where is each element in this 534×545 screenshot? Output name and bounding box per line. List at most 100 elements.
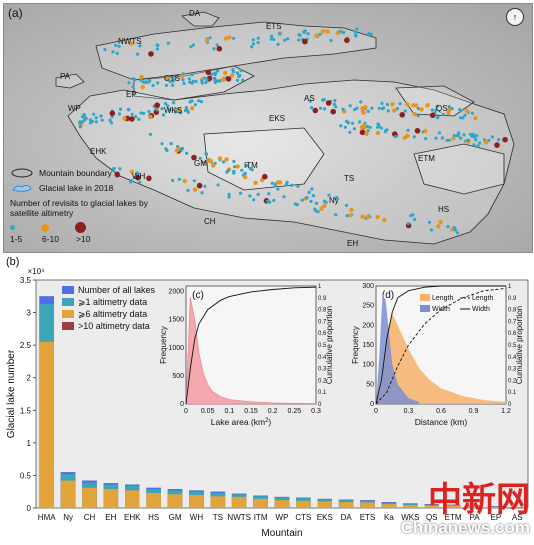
lake-dot xyxy=(406,129,409,132)
region-label-eks: EKS xyxy=(269,114,285,123)
y-tick-label: 0 xyxy=(27,504,32,513)
lake-dot xyxy=(312,194,315,197)
lake-dot xyxy=(211,163,215,167)
lake-dot xyxy=(370,33,373,36)
lake-dot xyxy=(148,79,151,82)
lake-dot xyxy=(203,185,206,188)
bar-TS xyxy=(211,496,226,508)
x-tick-label: HMA xyxy=(38,513,56,522)
lake-dot xyxy=(297,33,300,36)
lake-dot xyxy=(95,116,98,119)
lake-dot xyxy=(465,109,469,113)
lake-dot xyxy=(241,79,244,82)
lake-dot xyxy=(236,72,239,75)
lake-dot xyxy=(349,208,353,212)
region-label-as: AS xyxy=(304,94,315,103)
width-cdf-legend-label: Width xyxy=(472,306,490,313)
lake-dot xyxy=(321,99,324,102)
lake-dot xyxy=(347,121,350,124)
lake-dot xyxy=(253,181,257,185)
bar-ITM xyxy=(253,499,267,508)
lake-dot xyxy=(222,160,225,163)
lake-dot xyxy=(478,141,481,144)
lake-dot xyxy=(318,33,321,36)
lake-dot xyxy=(399,112,405,118)
lake-dot xyxy=(344,38,350,44)
lake-dot xyxy=(190,106,194,110)
inset-d-y-tick: 150 xyxy=(362,342,374,349)
x-tick-label: EKS xyxy=(317,513,333,522)
lake-dot xyxy=(384,129,387,132)
region-label-pa: PA xyxy=(60,72,70,81)
lake-dot xyxy=(148,51,154,57)
lake-dot xyxy=(436,224,440,228)
lake-dot xyxy=(238,74,241,77)
lake-dot xyxy=(276,188,279,191)
lake-dot xyxy=(188,77,191,80)
lake-dot xyxy=(471,112,474,115)
lake-dot xyxy=(191,73,194,76)
lake-dot xyxy=(425,103,429,107)
bar-EKS xyxy=(318,502,333,509)
lake-dot xyxy=(273,184,276,187)
bar-DA xyxy=(339,502,354,508)
lake-dot xyxy=(206,70,212,76)
panel-c-label: (c) xyxy=(192,290,204,301)
lake-dot xyxy=(182,82,185,85)
lake-dot xyxy=(306,196,309,199)
inset-c-x-tick: 0.05 xyxy=(201,408,215,415)
lake-dot xyxy=(322,204,326,208)
y-tick-label: 2 xyxy=(27,374,32,383)
lake-dot xyxy=(122,116,126,120)
lake-dot xyxy=(382,218,386,222)
region-label-cts: CTS xyxy=(164,74,180,83)
lake-dot xyxy=(232,37,235,40)
inset-d-y-tick: 50 xyxy=(366,381,374,388)
y-tick-label: 2.5 xyxy=(20,341,32,350)
x-tick-label: ETS xyxy=(360,513,376,522)
lake-dot xyxy=(361,110,365,114)
revisit-1-5-dot-icon xyxy=(10,225,15,230)
region-label-nwts: NWTS xyxy=(118,37,142,46)
region-label-wks: WKS xyxy=(164,106,182,115)
inset-d-y-label: Frequency xyxy=(351,326,360,364)
length-hist-legend-swatch xyxy=(420,294,430,301)
lake-dot xyxy=(308,191,311,194)
lake-dot xyxy=(497,138,500,141)
inset-c-y2-tick: 0.1 xyxy=(318,390,327,396)
inset-c-y-label: Frequency xyxy=(159,326,168,364)
x-tick-label: EH xyxy=(105,513,116,522)
lake-dot xyxy=(330,109,336,115)
lake-dot xyxy=(283,195,286,198)
lake-dot xyxy=(171,179,174,182)
lake-dot xyxy=(296,185,299,188)
lake-dot xyxy=(323,107,326,110)
lake-dot xyxy=(243,175,247,179)
lake-dot xyxy=(233,165,236,168)
lake-dot xyxy=(349,104,352,107)
lake-dot xyxy=(314,34,318,38)
lake-dot xyxy=(339,30,342,33)
lake-dot xyxy=(386,103,389,106)
region-label-ts: TS xyxy=(344,174,354,183)
lake-dot xyxy=(390,102,394,106)
boundary-da xyxy=(182,12,219,26)
lake-dot xyxy=(430,228,433,231)
revisit-gt10-dot-icon xyxy=(75,222,86,233)
lake-dot xyxy=(218,156,222,160)
watermark-logo: 中新网 xyxy=(401,482,530,518)
lake-dot xyxy=(262,174,268,180)
lake-dot xyxy=(313,208,316,211)
bar-EHK xyxy=(125,490,140,508)
lake-dot xyxy=(355,27,358,30)
lake-dot xyxy=(206,159,210,163)
lake-dot xyxy=(156,81,159,84)
lake-dot xyxy=(431,108,434,111)
lake-dot xyxy=(267,192,270,195)
lake-dot xyxy=(141,85,145,89)
lake-dot xyxy=(494,142,500,148)
lake-dot xyxy=(200,100,203,103)
lake-dot xyxy=(469,133,472,136)
inset-c-x-tick: 0.15 xyxy=(244,408,258,415)
lake-dot xyxy=(413,218,416,221)
